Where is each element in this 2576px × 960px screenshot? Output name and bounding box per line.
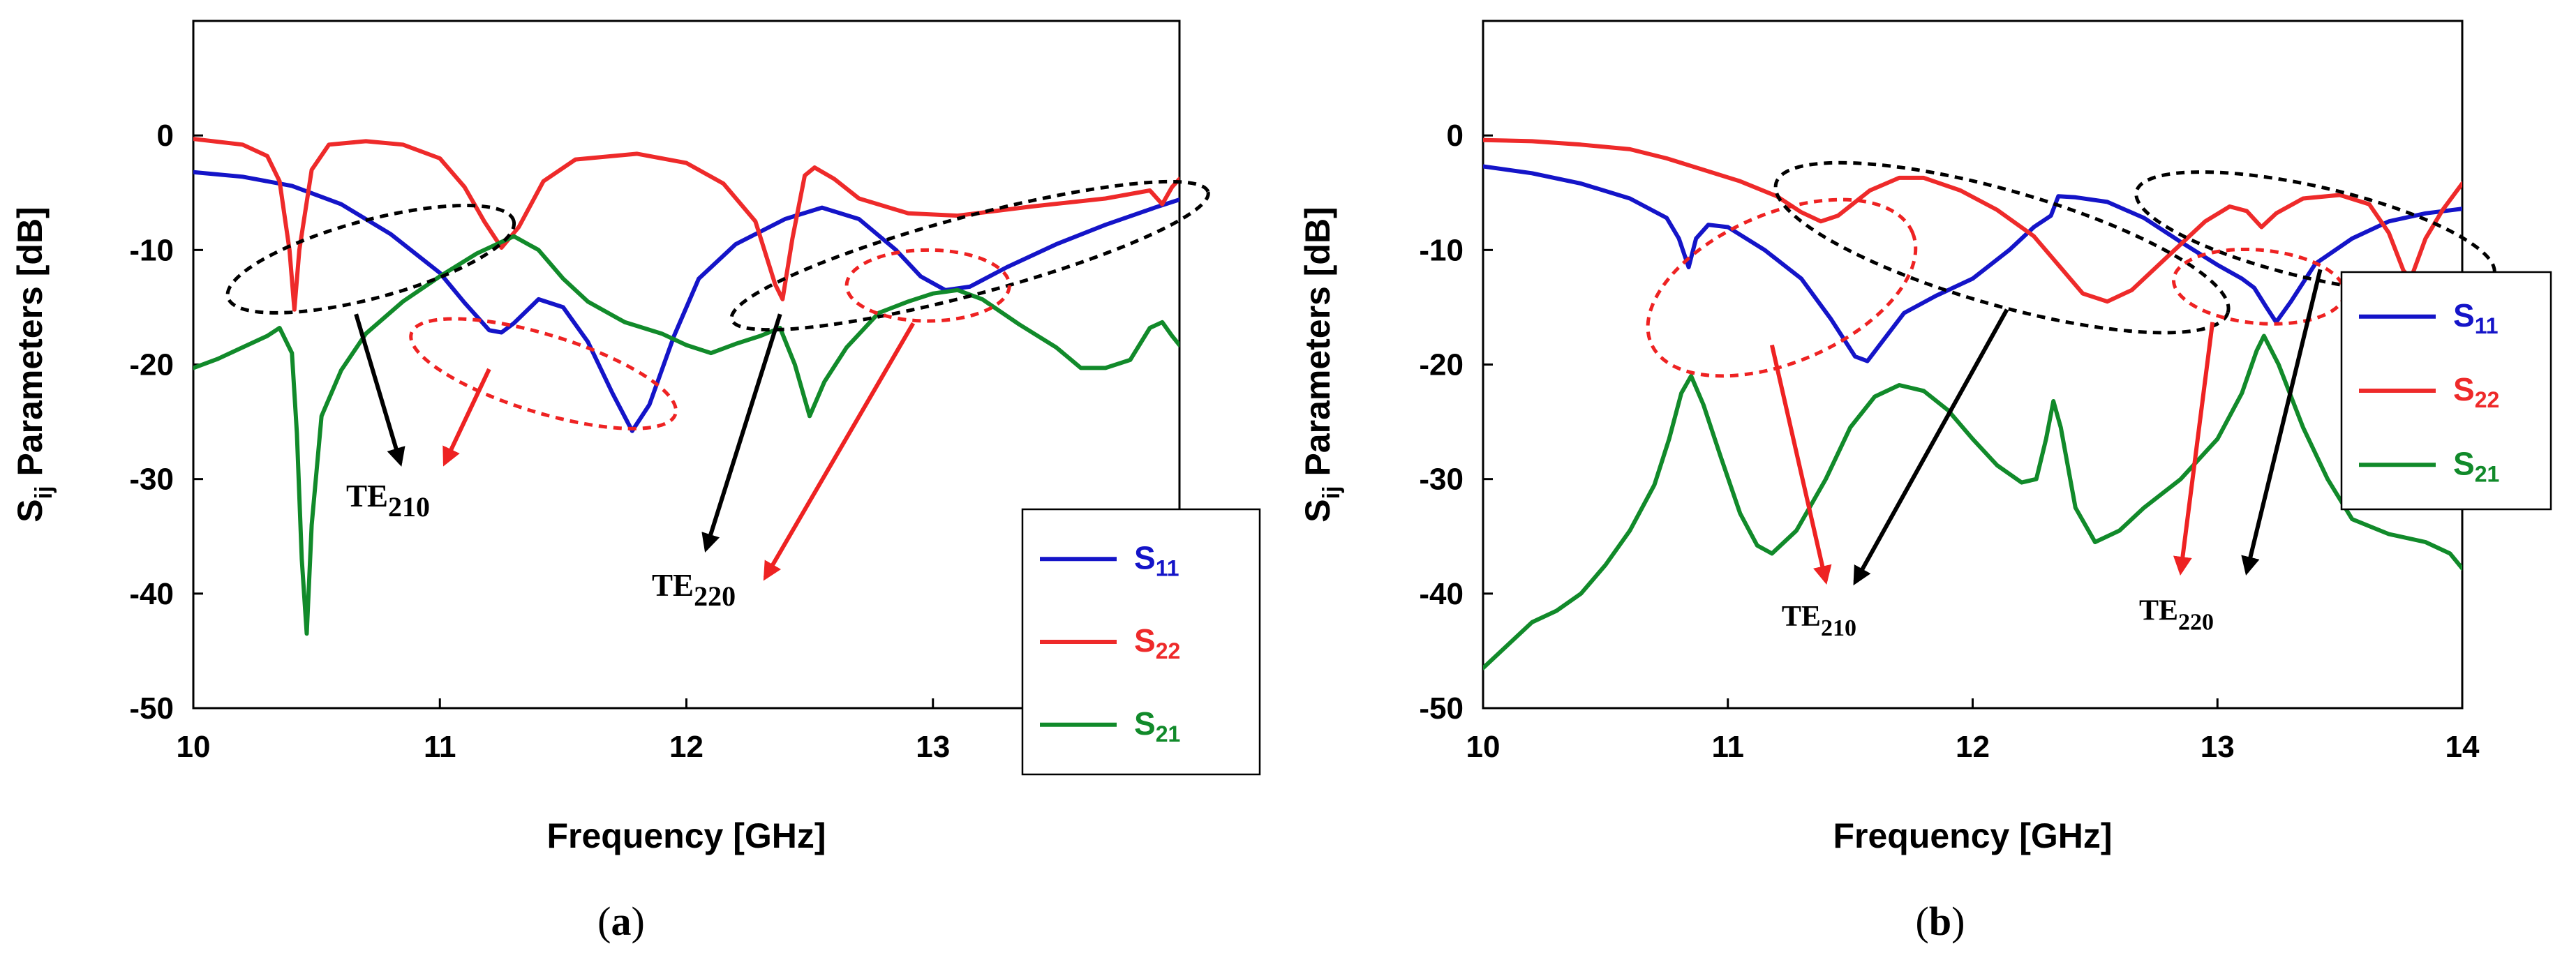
- y-tick-label: -40: [129, 577, 174, 611]
- y-tick-label: 0: [1447, 119, 1464, 153]
- panel-caption: (b): [1916, 899, 1965, 944]
- annotation-arrow: [1853, 308, 2009, 586]
- x-tick-label: 10: [1466, 730, 1501, 764]
- x-tick-label: 13: [916, 730, 950, 764]
- series-line-s11: [193, 170, 1179, 433]
- legend-label: S22: [1134, 622, 1180, 663]
- x-axis-title: Frequency [GHz]: [546, 816, 826, 855]
- y-tick-label: 0: [157, 119, 174, 153]
- y-tick-label: -10: [129, 233, 174, 267]
- y-tick-label: -10: [1419, 233, 1464, 267]
- annotation-arrow: [442, 368, 491, 467]
- legend-label: S21: [1134, 705, 1180, 747]
- legend-label: S11: [1134, 539, 1179, 580]
- legend-label: S21: [2453, 445, 2499, 486]
- mode-label: TE220: [2139, 595, 2214, 636]
- y-axis-title: Sij Parameters [dB]: [10, 207, 57, 522]
- series-line-s21: [193, 234, 1179, 636]
- annotation-ellipse: [225, 204, 516, 315]
- x-axis-title: Frequency [GHz]: [1833, 816, 2112, 855]
- x-tick-label: 11: [1711, 730, 1744, 764]
- y-tick-label: -20: [129, 348, 174, 382]
- legend-label: S22: [2453, 371, 2499, 412]
- annotation-ellipse: [1773, 160, 2231, 335]
- annotation-arrow: [354, 313, 405, 467]
- y-tick-label: -30: [129, 463, 174, 497]
- series-line-s22: [193, 137, 1179, 312]
- y-tick-label: -20: [1419, 348, 1464, 382]
- series-line-s11: [1483, 164, 2462, 363]
- x-tick-label: 13: [2201, 730, 2235, 764]
- mode-label: TE210: [346, 479, 430, 523]
- x-tick-label: 12: [669, 730, 703, 764]
- y-axis-title: Sij Parameters [dB]: [1298, 207, 1345, 522]
- annotation-arrow: [2241, 269, 2323, 576]
- annotation-arrow: [701, 313, 782, 553]
- mode-label: TE210: [1782, 601, 1856, 641]
- annotation-arrow: [1769, 344, 1832, 585]
- y-tick-label: -50: [129, 691, 174, 726]
- x-tick-label: 12: [1956, 730, 1990, 764]
- x-tick-label: 10: [177, 730, 211, 764]
- y-tick-label: -50: [1419, 691, 1464, 726]
- annotation-ellipse: [844, 248, 1011, 323]
- annotation-ellipse: [2171, 247, 2346, 326]
- x-tick-label: 11: [424, 730, 456, 764]
- annotation-ellipse: [409, 317, 678, 430]
- x-tick-label: 14: [2445, 730, 2480, 764]
- y-tick-label: -30: [1419, 463, 1464, 497]
- panel-caption: (a): [597, 899, 645, 944]
- legend-label: S11: [2453, 297, 2499, 338]
- annotation-ellipse: [1646, 197, 1918, 378]
- annotation-ellipse: [729, 179, 1210, 332]
- series-line-s22: [1483, 137, 2462, 304]
- series-line-s21: [1483, 333, 2462, 670]
- mode-label: TE220: [652, 568, 736, 612]
- plot-frame: [1482, 20, 2464, 710]
- annotation-arrow: [763, 322, 916, 581]
- y-tick-label: -40: [1419, 577, 1464, 611]
- annotation-arrow: [2173, 322, 2215, 576]
